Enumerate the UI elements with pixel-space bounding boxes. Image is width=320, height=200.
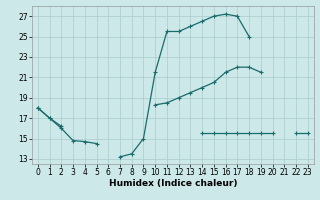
X-axis label: Humidex (Indice chaleur): Humidex (Indice chaleur) [108,179,237,188]
